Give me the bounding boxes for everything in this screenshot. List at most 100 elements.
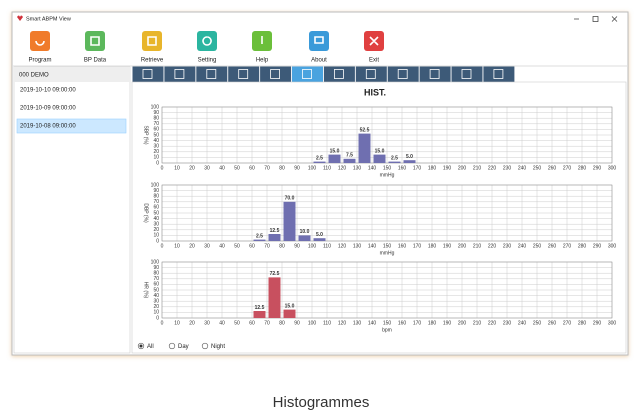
plot-frame: [161, 261, 613, 319]
toolbar-label[interactable]: BP Data: [84, 58, 107, 64]
value-label: 15.0: [375, 148, 385, 154]
x-tick-label: 190: [443, 320, 452, 326]
x-tick-label: 260: [548, 243, 557, 249]
setting-icon[interactable]: [197, 31, 217, 51]
toolbar-label[interactable]: Setting: [198, 58, 217, 64]
x-tick-label: 220: [488, 320, 497, 326]
x-tick-label: 270: [563, 165, 572, 171]
tab[interactable]: [323, 66, 355, 83]
x-tick-label: 20: [189, 165, 195, 171]
x-tick-label: 40: [219, 243, 225, 249]
session-item[interactable]: 2019-10-08 09:00:00: [20, 124, 76, 130]
histogram-bar: [253, 239, 266, 241]
caption: Histogrammes: [273, 394, 370, 411]
value-label: 7.5: [346, 153, 353, 159]
x-tick-label: 80: [279, 165, 285, 171]
radio-label[interactable]: Day: [178, 344, 189, 350]
session-item[interactable]: 2019-10-10 09:00:00: [20, 88, 76, 94]
x-tick-label: 280: [578, 243, 587, 249]
y-tick-label: 10: [153, 233, 159, 239]
y-tick-label: 90: [153, 265, 159, 271]
x-tick-label: 30: [204, 165, 210, 171]
maximize-button[interactable]: [592, 16, 599, 22]
retrieve-icon[interactable]: [142, 31, 162, 51]
plot-frame: [161, 106, 613, 164]
x-tick-label: 50: [234, 243, 240, 249]
x-axis-label: bpm: [382, 327, 392, 333]
tab[interactable]: [483, 66, 515, 83]
x-tick-label: 150: [383, 320, 392, 326]
tab[interactable]: [164, 66, 196, 83]
x-tick-label: 80: [279, 320, 285, 326]
histogram-bar: [283, 309, 296, 318]
x-tick-label: 20: [189, 320, 195, 326]
x-tick-label: 140: [368, 165, 377, 171]
tab-icon: [461, 69, 472, 79]
x-tick-label: 150: [383, 243, 392, 249]
value-label: 2.5: [256, 233, 263, 239]
x-tick-label: 50: [234, 320, 240, 326]
x-tick-label: 0: [161, 320, 164, 326]
value-label: 12.5: [255, 305, 265, 311]
tab[interactable]: [355, 66, 387, 83]
x-axis-label: mmHg: [380, 172, 395, 178]
value-label: 5.0: [316, 232, 323, 238]
y-tick-label: 20: [153, 304, 159, 310]
radio-button[interactable]: [168, 342, 176, 350]
x-tick-label: 290: [593, 320, 602, 326]
selected-session: [16, 118, 127, 134]
x-tick-label: 300: [608, 320, 617, 326]
tab[interactable]: [132, 66, 164, 83]
histogram-bar: [343, 158, 356, 163]
session-panel: [13, 66, 131, 354]
toolbar-label[interactable]: Exit: [369, 58, 379, 64]
value-label: 70.0: [285, 196, 295, 202]
radio-button[interactable]: [201, 342, 209, 350]
close-button[interactable]: [611, 16, 618, 22]
tab-icon: [493, 69, 504, 79]
x-tick-label: 220: [488, 165, 497, 171]
x-axis-label: mmHg: [380, 250, 395, 256]
x-tick-label: 20: [189, 243, 195, 249]
tab[interactable]: [451, 66, 483, 83]
radio-dot: [139, 344, 143, 348]
radio-label[interactable]: All: [147, 344, 154, 350]
toolbar-label[interactable]: Retrieve: [141, 58, 164, 64]
x-tick-label: 110: [323, 165, 331, 171]
bp-data-icon[interactable]: [85, 31, 105, 51]
radio-label[interactable]: Night: [211, 344, 225, 350]
tab[interactable]: [387, 66, 419, 83]
tab[interactable]: [419, 66, 451, 83]
y-tick-label: 40: [153, 216, 159, 222]
x-tick-label: 240: [518, 243, 527, 249]
tab[interactable]: [228, 66, 260, 83]
y-tick-label: 10: [153, 155, 159, 161]
tab[interactable]: [292, 66, 323, 83]
x-tick-label: 70: [264, 165, 270, 171]
x-tick-label: 160: [398, 243, 407, 249]
y-tick-label: 60: [153, 205, 159, 211]
x-tick-label: 100: [308, 243, 317, 249]
histogram-bar: [268, 277, 281, 318]
x-tick-label: 10: [174, 320, 180, 326]
session-item[interactable]: 2019-10-09 09:00:00: [20, 106, 76, 112]
toolbar-label[interactable]: About: [311, 58, 327, 64]
app-icon: [17, 15, 23, 21]
toolbar: [30, 31, 384, 51]
tab[interactable]: [196, 66, 228, 83]
y-tick-label: 10: [153, 310, 159, 316]
histogram-bar: [268, 234, 281, 241]
program-icon[interactable]: [30, 31, 50, 51]
x-tick-label: 220: [488, 243, 497, 249]
x-tick-label: 200: [458, 320, 467, 326]
tab[interactable]: [260, 66, 292, 83]
y-tick-label: 50: [153, 210, 159, 216]
about-icon[interactable]: [309, 31, 329, 51]
toolbar-label[interactable]: Program: [28, 58, 51, 64]
histogram-bar: [313, 161, 326, 163]
y-tick-label: 100: [151, 259, 160, 265]
x-tick-label: 170: [413, 320, 422, 326]
y-tick-label: 40: [153, 293, 159, 299]
x-tick-label: 270: [563, 320, 572, 326]
toolbar-label[interactable]: Help: [256, 58, 269, 64]
